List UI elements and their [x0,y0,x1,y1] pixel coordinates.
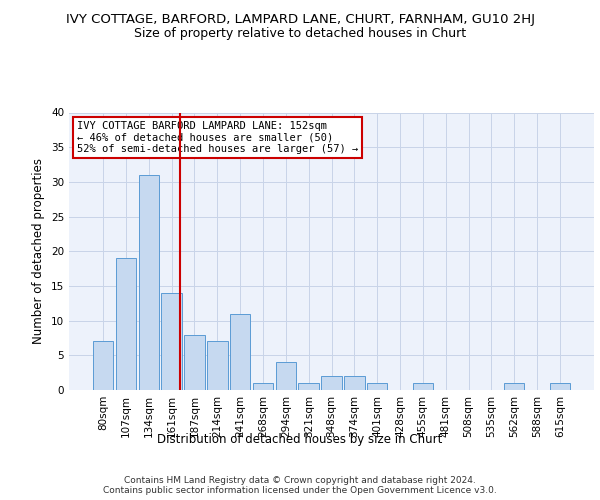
Text: IVY COTTAGE BARFORD LAMPARD LANE: 152sqm
← 46% of detached houses are smaller (5: IVY COTTAGE BARFORD LAMPARD LANE: 152sqm… [77,121,358,154]
Bar [504,383,524,390]
Text: Size of property relative to detached houses in Churt: Size of property relative to detached ho… [134,28,466,40]
Bar [184,334,205,390]
Bar [344,376,365,390]
Bar [93,342,113,390]
Bar [413,383,433,390]
Bar [139,175,159,390]
Bar [550,383,570,390]
Bar [116,258,136,390]
Text: IVY COTTAGE, BARFORD, LAMPARD LANE, CHURT, FARNHAM, GU10 2HJ: IVY COTTAGE, BARFORD, LAMPARD LANE, CHUR… [65,12,535,26]
Text: Distribution of detached houses by size in Churt: Distribution of detached houses by size … [157,432,443,446]
Bar [207,342,227,390]
Y-axis label: Number of detached properties: Number of detached properties [32,158,46,344]
Bar [298,383,319,390]
Bar [367,383,388,390]
Bar [230,314,250,390]
Bar [161,293,182,390]
Text: Contains HM Land Registry data © Crown copyright and database right 2024.
Contai: Contains HM Land Registry data © Crown c… [103,476,497,496]
Bar [275,362,296,390]
Bar [253,383,273,390]
Bar [321,376,342,390]
